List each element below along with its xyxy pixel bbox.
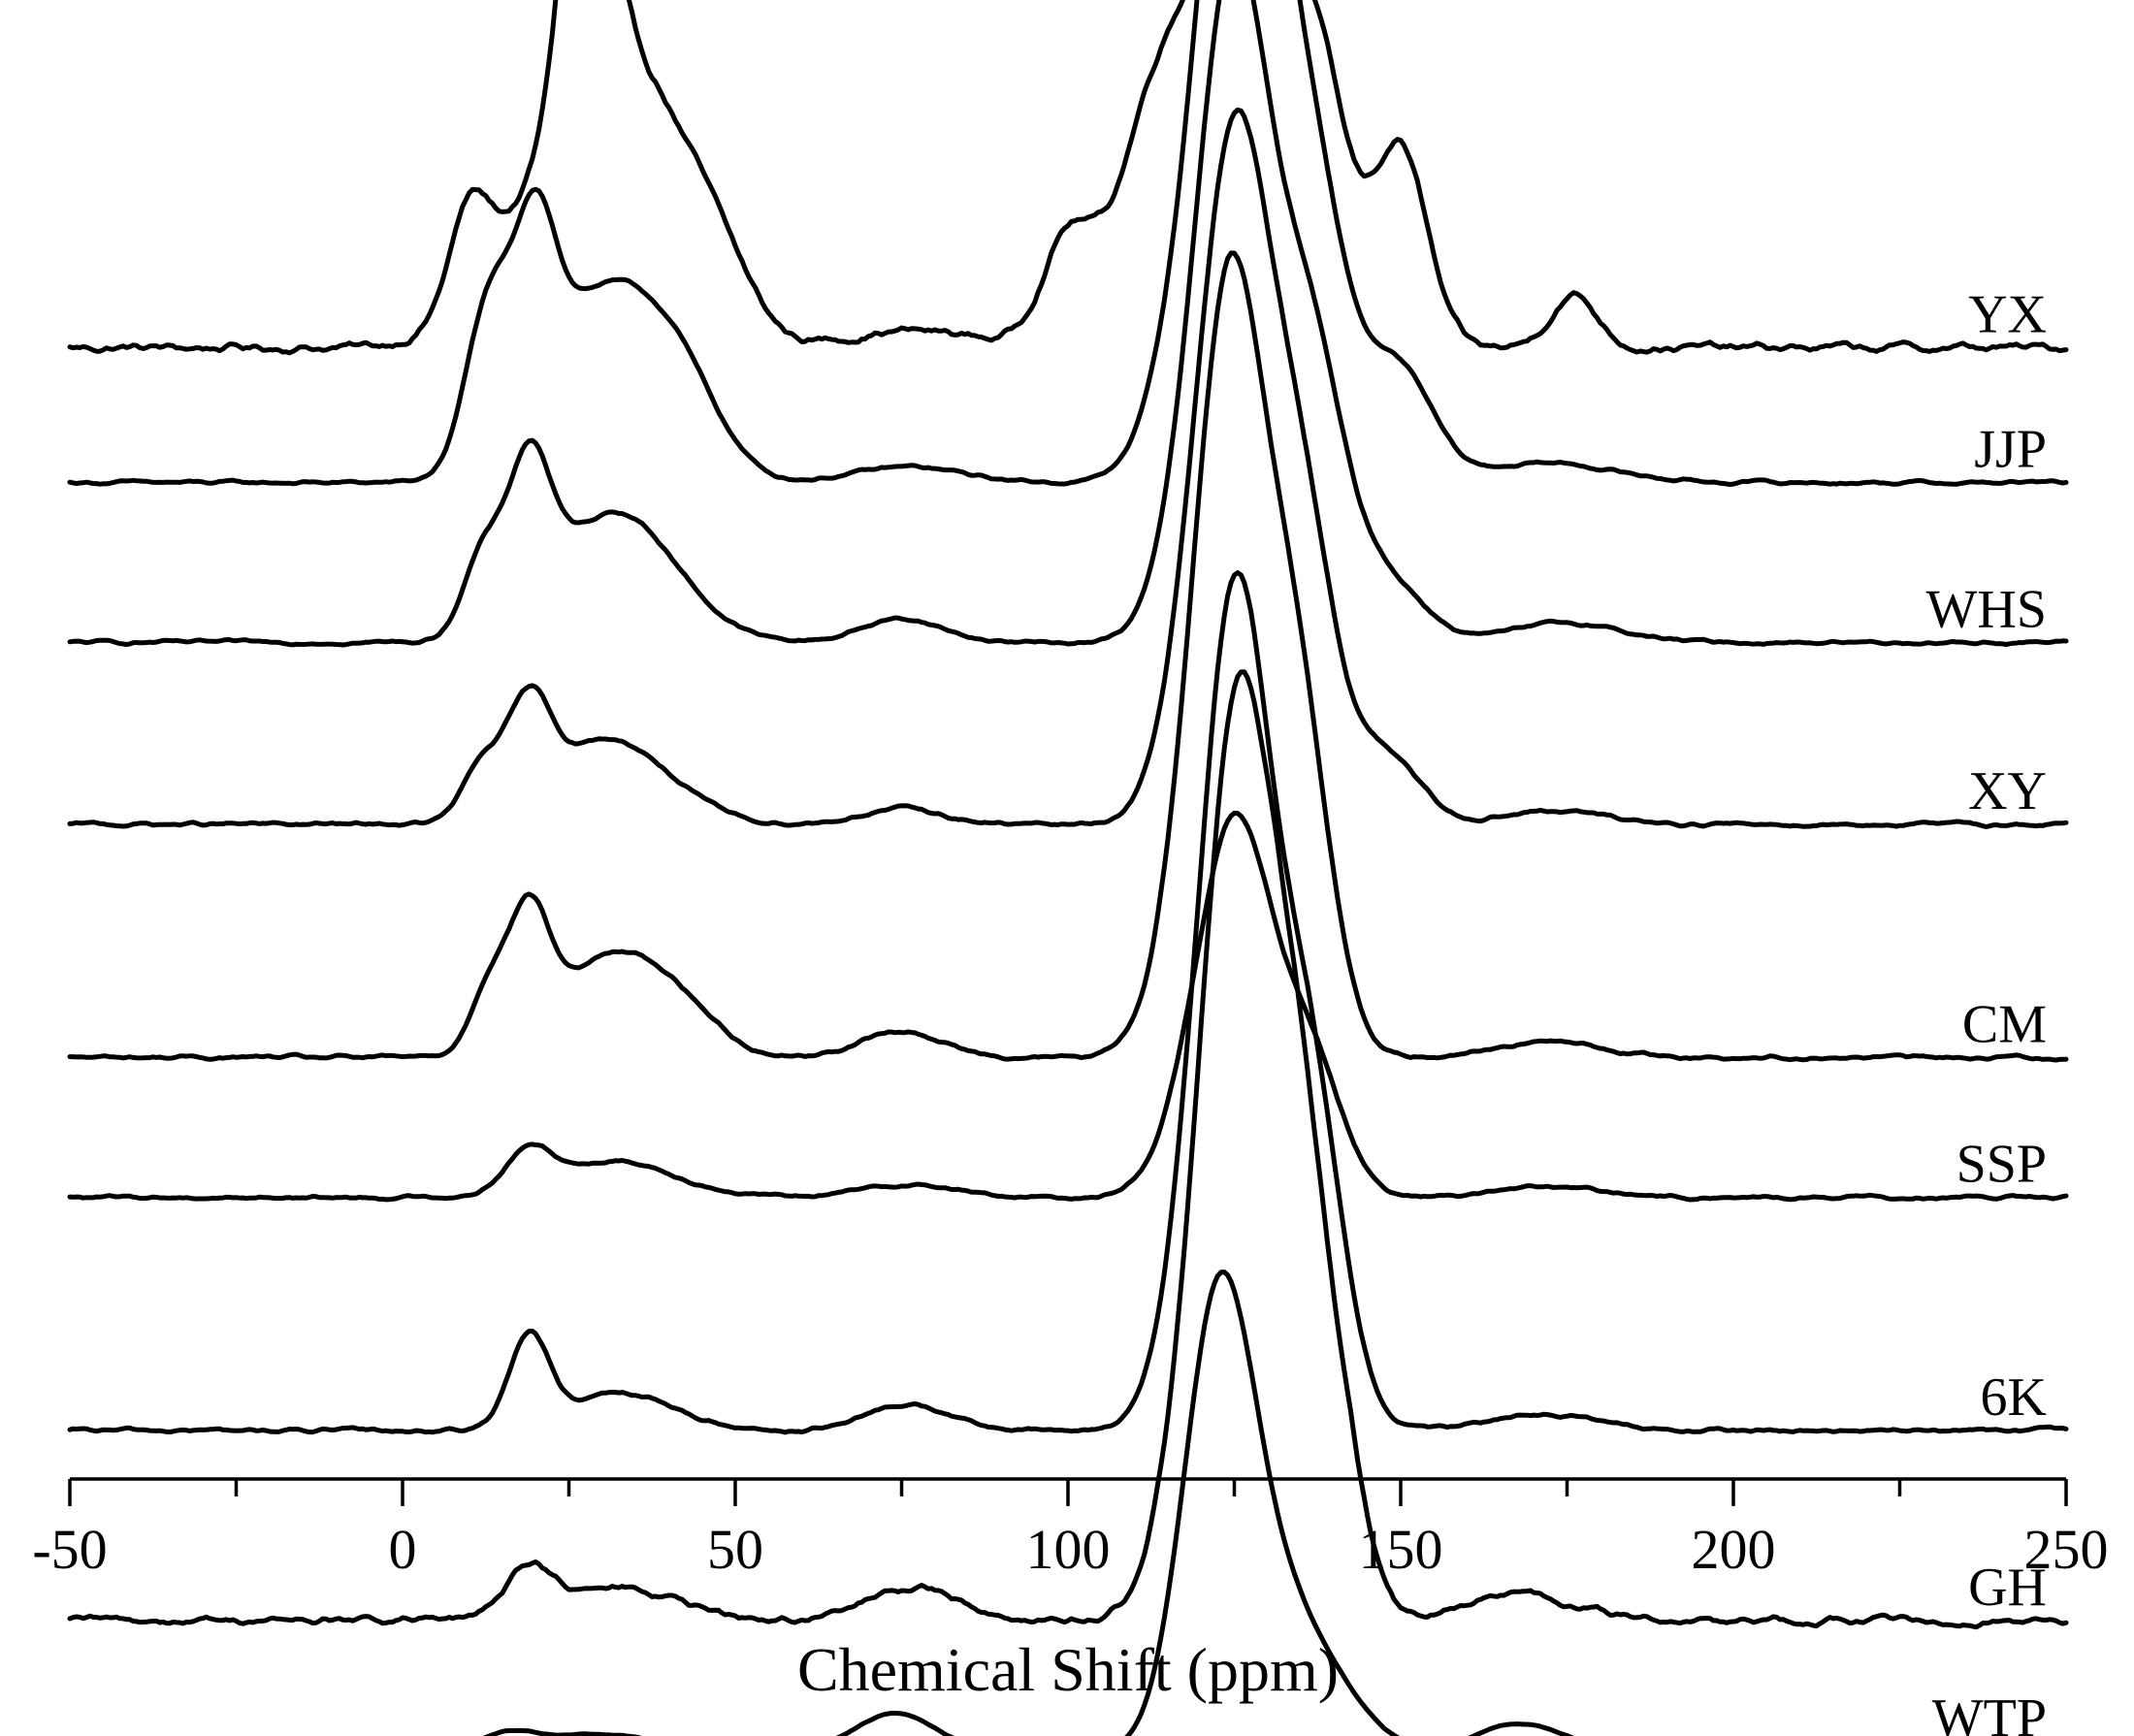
x-axis-title: Chemical Shift (ppm) [797,1635,1339,1704]
x-tick-label: 200 [1692,1518,1776,1581]
series-label-gh: GH [1968,1558,2047,1618]
spectrum-line-6k [67,570,2069,1435]
x-tick-label: 150 [1359,1518,1443,1581]
series-label-cm: CM [1962,994,2047,1054]
series-labels: YX JJP WHS XY CM SSP 6K GH WTP [1926,285,2047,1736]
series-label-yx: YX [1968,285,2047,345]
x-axis: -50 0 50 100 150 200 250 [32,1477,2109,1581]
spectrum-line-jjp [67,0,2069,487]
series-label-ssp: SSP [1956,1135,2047,1195]
spectrum-line-xy [67,107,2069,829]
spectrum-line-cm [67,250,2069,1063]
series-label-wtp: WTP [1932,1688,2047,1736]
spectrum-line-yx [67,0,2069,356]
series-label-6k: 6K [1981,1367,2047,1428]
x-tick-label: 50 [707,1518,763,1581]
x-tick-label: 100 [1026,1518,1111,1581]
series-label-jjp: JJP [1974,420,2047,480]
series-label-xy: XY [1968,761,2047,821]
x-tick-label: -50 [32,1518,107,1581]
spectrum-line-whs [67,0,2069,648]
x-tick-label: 250 [2024,1518,2109,1581]
spectrum-line-gh [67,669,2069,1630]
spectrum-line-ssp [67,810,2069,1203]
x-tick-label: 0 [389,1518,417,1581]
series-label-whs: WHS [1926,579,2047,639]
spectra-traces [67,0,2069,1736]
